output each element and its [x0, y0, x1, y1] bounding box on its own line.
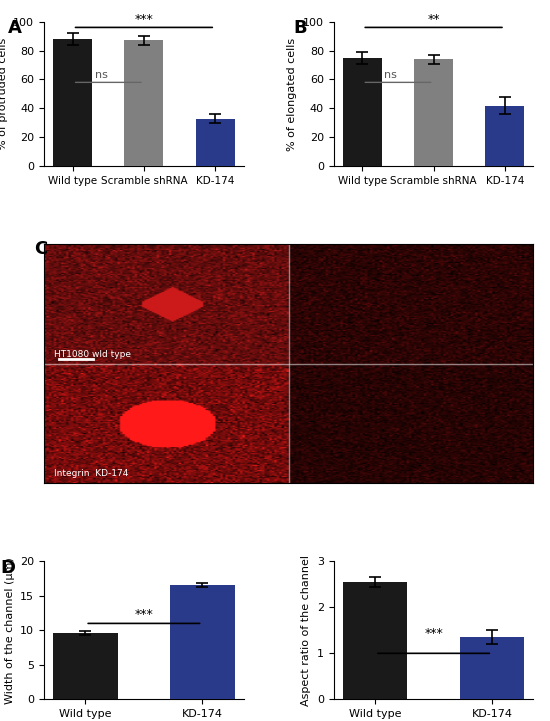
Bar: [53, 633, 118, 699]
Text: A: A: [8, 19, 22, 37]
Y-axis label: % of elongated cells: % of elongated cells: [288, 37, 298, 151]
Bar: [196, 118, 235, 167]
Text: ns: ns: [95, 70, 108, 80]
Bar: [53, 39, 92, 167]
Y-axis label: Aspect ratio of the channel: Aspect ratio of the channel: [301, 555, 311, 706]
Text: ***: ***: [135, 13, 153, 26]
Bar: [343, 58, 382, 167]
Text: ***: ***: [424, 627, 443, 640]
Text: HT1080 wld type: HT1080 wld type: [54, 350, 131, 359]
Text: ***: ***: [135, 609, 153, 622]
Text: C: C: [34, 239, 47, 257]
Text: D: D: [0, 559, 15, 577]
Bar: [124, 40, 163, 167]
Text: ns: ns: [384, 70, 397, 80]
Text: Integrin  KD-174: Integrin KD-174: [54, 469, 128, 478]
Bar: [343, 582, 407, 699]
Text: B: B: [294, 19, 307, 37]
Bar: [414, 59, 453, 167]
Bar: [460, 637, 524, 699]
Text: **: **: [427, 13, 440, 26]
Y-axis label: Width of the channel (μm): Width of the channel (μm): [4, 557, 15, 704]
Y-axis label: % of protruded cells: % of protruded cells: [0, 37, 8, 150]
Bar: [485, 105, 524, 167]
Bar: [170, 585, 235, 699]
